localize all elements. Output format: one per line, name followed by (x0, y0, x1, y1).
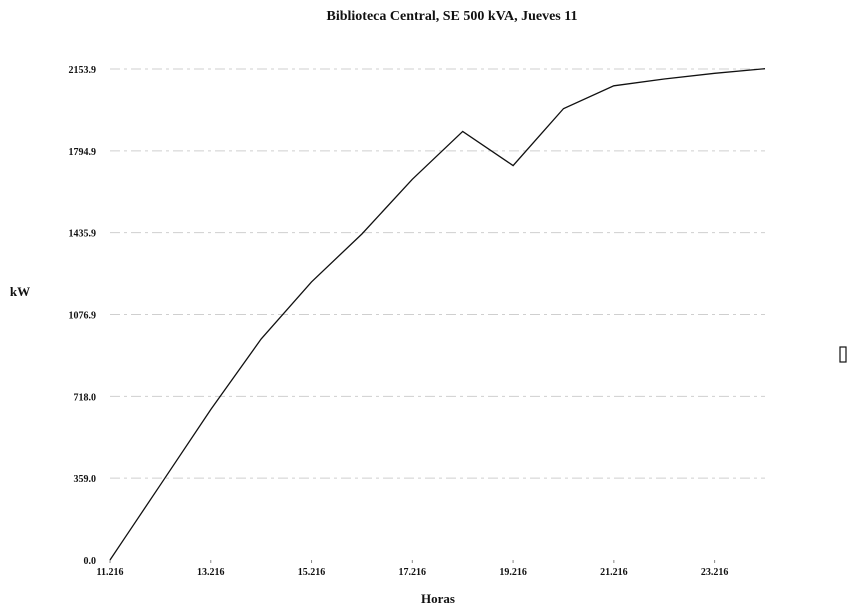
x-tick-label: 13.216 (197, 567, 225, 578)
y-tick-label: 2153.9 (69, 65, 97, 76)
y-tick-label: 1076.9 (69, 311, 97, 322)
series (109, 68, 766, 561)
x-tick-label: 21.216 (600, 567, 628, 578)
y-tick-label: 359.0 (74, 474, 97, 485)
x-tick-label: 17.216 (399, 567, 427, 578)
x-tick-label: 19.216 (499, 567, 527, 578)
x-tick-label: 15.216 (298, 567, 326, 578)
x-axis-label: Horas (421, 591, 455, 606)
axes (109, 560, 716, 563)
series-line (109, 68, 766, 561)
x-tick-label: 23.216 (701, 567, 729, 578)
x-tick-label: 11.216 (97, 567, 124, 578)
y-tick-labels: 0.0 359.0 718.0 1076.9 1435.9 1794.9 2153.9 (69, 65, 97, 567)
small-rectangle-marker (839, 346, 847, 363)
gridlines (110, 68, 765, 479)
y-tick-label: 718.0 (74, 392, 97, 403)
x-tick-labels: 11.216 13.216 15.216 17.216 19.216 21.216 23.2… (97, 567, 729, 578)
y-tick-label: 0.0 (84, 556, 97, 567)
y-axis-label: kW (10, 284, 30, 299)
y-tick-label: 1794.9 (69, 147, 97, 158)
chart-title: Biblioteca Central, SE 500 kVA, Jueves 1… (327, 9, 578, 24)
y-tick-label: 1435.9 (69, 229, 97, 240)
